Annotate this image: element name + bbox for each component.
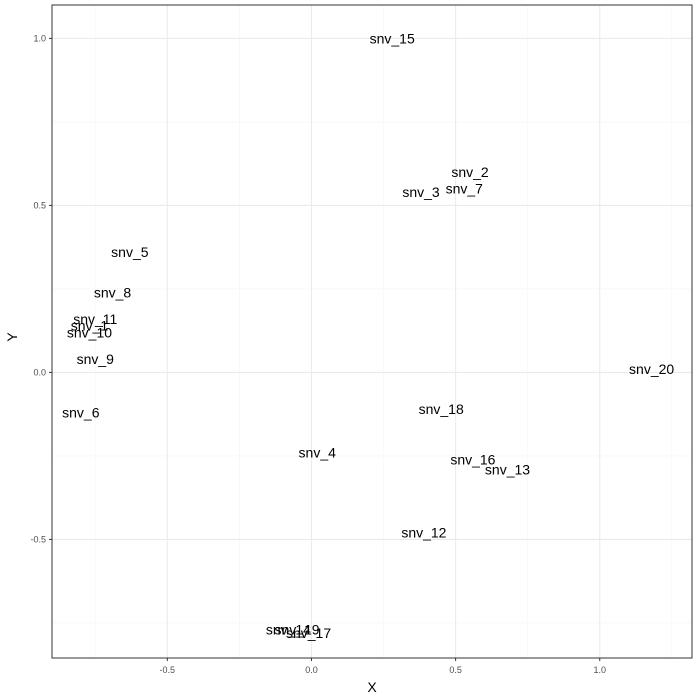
point-label-snv-17: snv_17 [286, 625, 331, 641]
point-label-snv-16: snv_16 [450, 451, 495, 467]
x-tick-label: 0.0 [305, 665, 318, 675]
point-label-snv-4: snv_4 [299, 445, 337, 461]
y-tick-label: 0.0 [33, 367, 46, 377]
point-label-snv-2: snv_2 [451, 164, 489, 180]
y-axis-ticks: -0.5 0.0 0.5 1.0 [30, 33, 52, 544]
grid-major [52, 5, 692, 658]
point-label-snv-3: snv_3 [402, 184, 440, 200]
point-label-snv-15: snv_15 [370, 30, 415, 46]
y-tick-label: 0.5 [33, 200, 46, 210]
point-label-snv-6: snv_6 [62, 404, 100, 420]
panel-border [51, 4, 693, 659]
x-axis-ticks: -0.5 0.0 0.5 1.0 [160, 658, 606, 675]
point-label-snv-11: snv_11 [73, 311, 117, 327]
point-label-snv-12: snv_12 [401, 525, 446, 541]
x-tick-label: -0.5 [160, 665, 176, 675]
point-label-snv-9: snv_9 [77, 351, 115, 367]
x-tick-label: 1.0 [593, 665, 606, 675]
point-label-snv-13: snv_13 [485, 461, 530, 477]
point-label-snv-14: snv_14 [266, 622, 311, 638]
point-label-snv-18: snv_18 [419, 401, 464, 417]
x-tick-label: 0.5 [449, 665, 462, 675]
x-axis-title: X [367, 679, 377, 695]
y-tick-label: -0.5 [30, 534, 46, 544]
point-label-snv-8: snv_8 [94, 284, 132, 300]
grid-minor [52, 5, 692, 658]
point-labels: snv_15snv_2snv_7snv_3snv_5snv_8snv_11snv… [62, 30, 674, 641]
y-tick-label: 1.0 [33, 33, 46, 43]
y-axis-title: Y [4, 332, 20, 342]
point-label-snv-1: snv_1 [71, 318, 109, 334]
point-label-snv-5: snv_5 [111, 244, 149, 260]
point-label-snv-20: snv_20 [629, 361, 674, 377]
point-label-snv-7: snv_7 [446, 181, 484, 197]
point-label-snv-19: snv_19 [274, 622, 319, 638]
point-label-snv-10: snv_10 [67, 324, 112, 340]
